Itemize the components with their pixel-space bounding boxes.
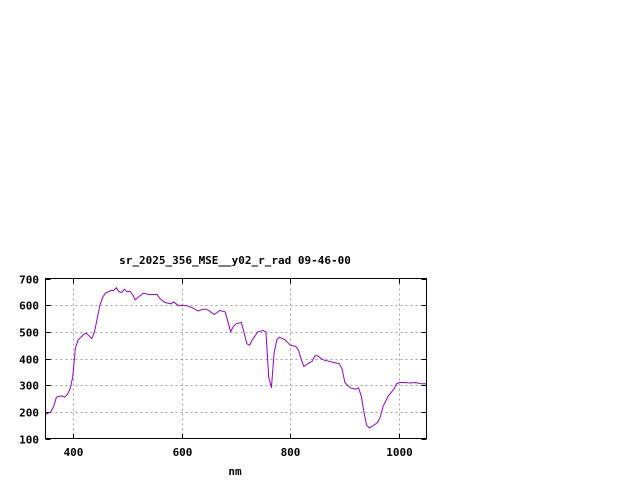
y-tick-label: 400 [19,354,39,367]
grid [45,278,427,439]
y-tick-label: 100 [19,434,39,447]
x-tick-label: 400 [64,446,84,459]
x-tick-label: 800 [281,446,301,459]
y-tick-label: 600 [19,300,39,313]
series-line [45,287,427,429]
y-tick-label: 500 [19,327,39,340]
y-tick-label: 300 [19,380,39,393]
x-tick-label: 600 [173,446,193,459]
plot-frame [45,278,427,439]
y-tick-label: 200 [19,407,39,420]
x-tick-label: 1000 [386,446,413,459]
x-axis-label: nm [228,465,242,478]
ticks: 400 600 800 1000 100 200 300 400 500 600 700 [19,274,427,459]
y-tick-label: 700 [19,274,39,287]
chart-title: sr_2025_356_MSE__y02_r_rad 09-46-00 [119,254,351,267]
